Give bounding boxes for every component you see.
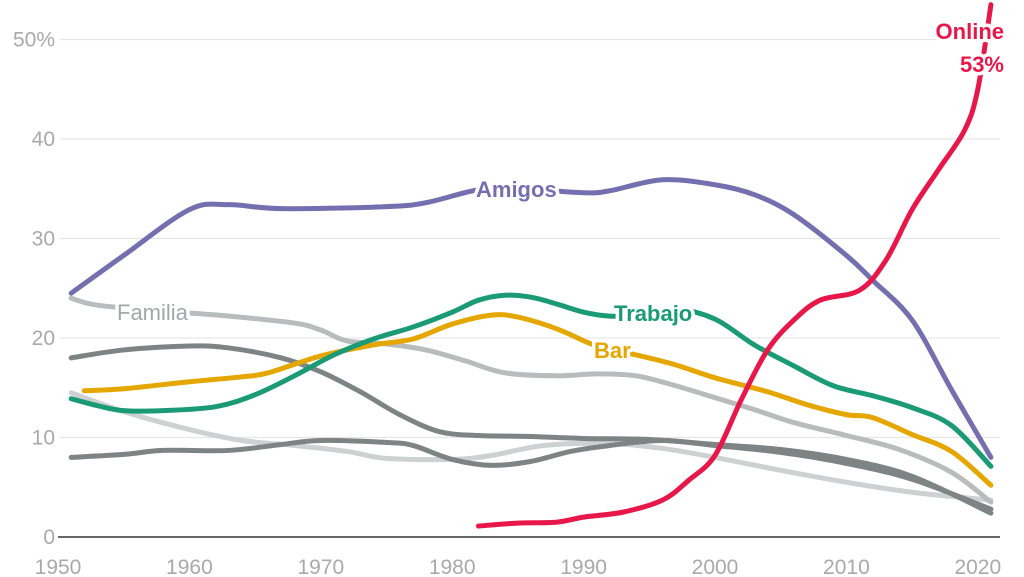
y-tick-label: 20 (32, 327, 55, 350)
label-trabajo: Trabajo (614, 301, 692, 326)
series-line-familia (68, 295, 994, 505)
x-tick-label: 2000 (692, 556, 739, 577)
x-tick-label: 1970 (297, 556, 344, 577)
label-bar: Bar (594, 338, 631, 363)
series-line-bar (81, 312, 994, 488)
label-familia: Familia (117, 300, 189, 325)
y-tick-label: 10 (32, 427, 55, 450)
series-line-familia_light2 (68, 390, 994, 503)
x-tick-label: 1980 (429, 556, 476, 577)
series-line-gray_b (68, 343, 994, 516)
series-line-gray_a (68, 437, 994, 512)
x-tick-label: 1960 (166, 556, 213, 577)
y-tick-label: 0 (43, 526, 55, 549)
x-tick-label: 2020 (954, 556, 1001, 577)
x-tick-label: 1950 (35, 556, 82, 577)
series-line-trabajo (68, 292, 994, 469)
y-tick-label: 50% (13, 29, 55, 52)
label-amigos: Amigos (476, 177, 557, 202)
y-tick-label: 30 (32, 228, 55, 251)
label-online: Online (936, 19, 1004, 44)
x-tick-label: 1990 (560, 556, 607, 577)
x-tick-label: 2010 (823, 556, 870, 577)
y-tick-label: 40 (32, 128, 55, 151)
label-online-value: 53% (960, 52, 1004, 77)
series-line-online (475, 2, 994, 529)
